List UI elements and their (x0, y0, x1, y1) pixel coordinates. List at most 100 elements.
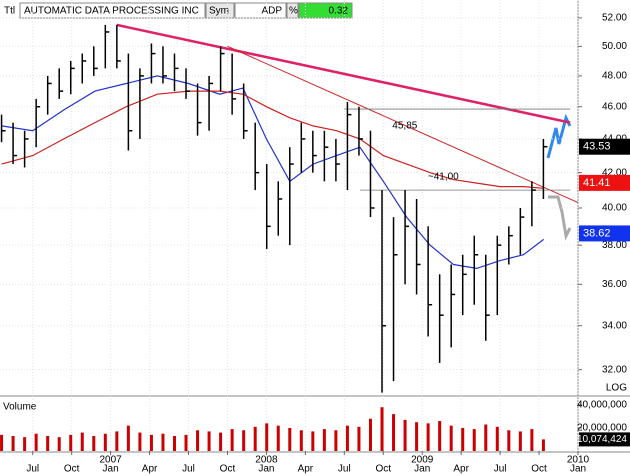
volume-bar (230, 429, 234, 451)
volume-bar (392, 414, 396, 451)
volume-bar (334, 430, 338, 451)
volume-bar (299, 430, 303, 451)
volume-bar (311, 431, 315, 451)
volume-bar (461, 427, 465, 451)
volume-bar (161, 433, 165, 451)
symbol-box (234, 2, 287, 19)
level-label: ~41,00 (428, 172, 459, 183)
last-value-box (579, 225, 630, 242)
volume-bar (507, 430, 511, 451)
y-tick-label: 50.00 (602, 41, 627, 52)
trendline (116, 23, 571, 124)
volume-bar (288, 427, 292, 451)
pct-value: 0.32 (329, 6, 349, 17)
volume-bar (46, 436, 50, 451)
x-tick-label: Apr (453, 464, 469, 475)
volume-bar (126, 425, 130, 451)
x-tick-label: Jul (182, 464, 195, 475)
year-label: 2008 (255, 455, 278, 466)
y-tick-label: 34.00 (602, 320, 627, 331)
volume-title: Volume (3, 402, 37, 413)
volume-bar (357, 426, 361, 451)
volume-bar (368, 418, 372, 451)
volume-bar (345, 425, 349, 451)
y-tick-label: 52.00 (602, 13, 627, 24)
y-tick-label: 42.00 (602, 167, 627, 178)
volume-bar (495, 426, 499, 451)
volume-bar (253, 426, 257, 451)
header: Ttl AUTOMATIC DATA PROCESSING INC Sym AD… (4, 2, 353, 19)
y-tick-label: 32.00 (602, 364, 627, 375)
volume-bar (265, 423, 269, 451)
moving-average (1, 90, 544, 189)
scale-label: LOG (606, 383, 627, 394)
volume-bar (530, 429, 534, 451)
volume-bar (69, 434, 73, 451)
volume-bar (184, 434, 188, 451)
y-tick-label: 20,000,000 (577, 423, 627, 434)
x-tick-label: Oct (531, 464, 547, 475)
y-tick-label: 40,000,000 (577, 400, 627, 411)
x-tick-label: Apr (298, 464, 314, 475)
x-tick-label: Jan (570, 464, 586, 475)
volume-bar (472, 429, 476, 451)
volume-bar (438, 421, 442, 451)
last-value-box (579, 174, 630, 191)
volume-bar (242, 430, 246, 451)
volume-bar (484, 424, 488, 451)
volume-bar (172, 436, 176, 451)
volume-bar (276, 425, 280, 451)
x-tick-label: Jan (258, 464, 274, 475)
volume-bar (138, 432, 142, 451)
volume-bar (80, 432, 84, 451)
volume-bar (449, 425, 453, 451)
volume-bar (207, 431, 211, 451)
volume-bar (0, 434, 4, 451)
y-tick-label: 36.00 (602, 279, 627, 290)
year-label: 2007 (99, 455, 122, 466)
volume-bar (541, 439, 545, 451)
trendline (227, 45, 579, 204)
pct-label: % (289, 6, 298, 17)
projection-arrow-up (546, 113, 572, 159)
projection-arrow-down (548, 195, 572, 241)
y-tick-label: 46.00 (602, 101, 627, 112)
volume-bar (115, 431, 119, 451)
x-tick-label: Jul (494, 464, 507, 475)
year-label: 2009 (411, 455, 434, 466)
y-tick-label: 40.00 (602, 203, 627, 214)
volume-bar (23, 437, 27, 451)
x-tick-label: Oct (64, 464, 80, 475)
ttl-label: Ttl (4, 6, 15, 17)
volume-bar (415, 422, 419, 451)
last-value-box (579, 138, 630, 155)
volume-bar (92, 436, 96, 451)
value-label-box (579, 432, 630, 447)
last-value-label: 41.41 (583, 177, 611, 189)
volume-bar (403, 419, 407, 451)
y-tick-label: 48.00 (602, 71, 627, 82)
volume-bar (103, 433, 107, 451)
volume-bar (57, 437, 61, 451)
last-value-label: 38.62 (583, 227, 611, 239)
x-tick-label: Jul (26, 464, 39, 475)
volume-bar (518, 431, 522, 451)
x-tick-label: Jul (338, 464, 351, 475)
y-tick-label: 38.00 (602, 240, 627, 251)
volume-bar (322, 429, 326, 451)
volume-bar (149, 434, 153, 451)
year-label: 2010 (567, 455, 590, 466)
last-value-label: 43.53 (583, 141, 611, 153)
level-label: 45,85 (392, 121, 417, 132)
symbol: ADP (261, 6, 282, 17)
value-label: 10,074,424 (577, 434, 627, 445)
volume-bar (219, 432, 223, 451)
volume-bar (380, 407, 384, 451)
volume-bar (11, 436, 15, 451)
volume-bar (196, 430, 200, 451)
x-tick-label: Jan (414, 464, 430, 475)
x-tick-label: Oct (220, 464, 236, 475)
sym-label: Sym (209, 6, 229, 17)
